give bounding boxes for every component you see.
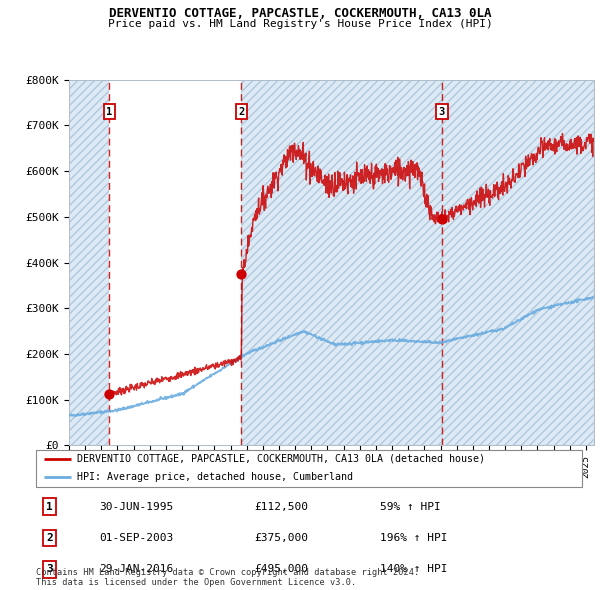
- Point: [437, 214, 446, 224]
- Text: £375,000: £375,000: [254, 533, 308, 543]
- Text: 1: 1: [46, 502, 53, 512]
- Text: £495,000: £495,000: [254, 565, 308, 574]
- Bar: [442, 80, 594, 445]
- Text: Contains HM Land Registry data © Crown copyright and database right 2024.
This d: Contains HM Land Registry data © Crown c…: [36, 568, 419, 587]
- Text: 29-JAN-2016: 29-JAN-2016: [99, 565, 173, 574]
- Text: 1: 1: [106, 107, 113, 117]
- Text: 2: 2: [46, 533, 53, 543]
- Text: Price paid vs. HM Land Registry's House Price Index (HPI): Price paid vs. HM Land Registry's House …: [107, 19, 493, 29]
- Text: 59% ↑ HPI: 59% ↑ HPI: [380, 502, 441, 512]
- Text: DERVENTIO COTTAGE, PAPCASTLE, COCKERMOUTH, CA13 0LA (detached house): DERVENTIO COTTAGE, PAPCASTLE, COCKERMOUT…: [77, 454, 485, 464]
- FancyBboxPatch shape: [36, 450, 582, 487]
- Point: [236, 269, 246, 278]
- Text: 3: 3: [439, 107, 445, 117]
- Bar: [241, 80, 442, 445]
- Text: 196% ↑ HPI: 196% ↑ HPI: [380, 533, 448, 543]
- Text: DERVENTIO COTTAGE, PAPCASTLE, COCKERMOUTH, CA13 0LA: DERVENTIO COTTAGE, PAPCASTLE, COCKERMOUT…: [109, 7, 491, 20]
- Text: 30-JUN-1995: 30-JUN-1995: [99, 502, 173, 512]
- Bar: [69, 80, 109, 445]
- Text: 2: 2: [238, 107, 244, 117]
- Text: 140% ↑ HPI: 140% ↑ HPI: [380, 565, 448, 574]
- Text: HPI: Average price, detached house, Cumberland: HPI: Average price, detached house, Cumb…: [77, 473, 353, 483]
- Text: 3: 3: [46, 565, 53, 574]
- Text: £112,500: £112,500: [254, 502, 308, 512]
- Point: [104, 389, 114, 399]
- Text: 01-SEP-2003: 01-SEP-2003: [99, 533, 173, 543]
- Bar: [109, 80, 241, 445]
